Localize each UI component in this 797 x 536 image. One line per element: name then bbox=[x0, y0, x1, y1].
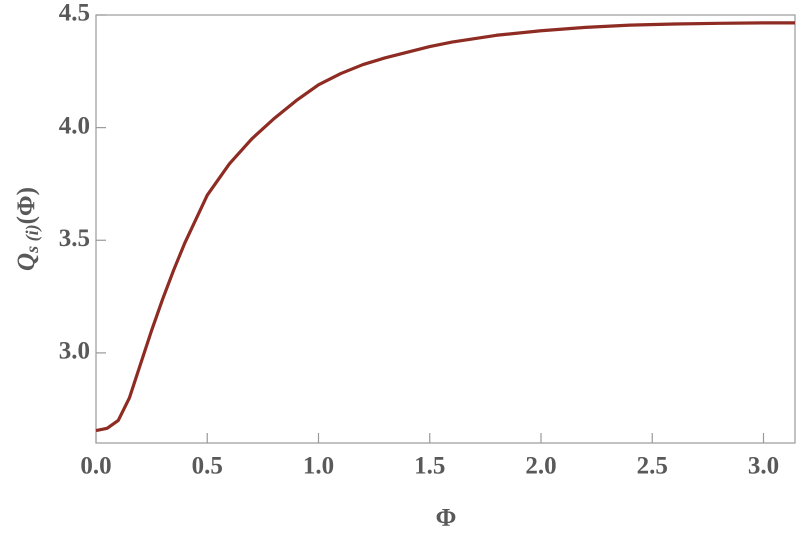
x-tick-label: 2.0 bbox=[525, 453, 556, 480]
x-tick-label: 0.0 bbox=[80, 453, 111, 480]
data-line bbox=[95, 21, 795, 433]
y-label-main: Q bbox=[13, 253, 40, 271]
x-tick-label: 1.0 bbox=[303, 453, 334, 480]
y-tick-label: 4.5 bbox=[59, 0, 90, 27]
y-axis-label: Qs (i)(Φ) bbox=[13, 187, 43, 271]
x-tick-label: 1.5 bbox=[414, 453, 445, 480]
x-tick-label: 3.0 bbox=[748, 453, 779, 480]
y-label-arg: (Φ) bbox=[13, 187, 40, 224]
x-tick-label: 2.5 bbox=[637, 453, 668, 480]
y-tick-label: 3.5 bbox=[59, 225, 90, 252]
y-tick-label: 3.0 bbox=[59, 338, 90, 365]
y-label-subscript: s (i) bbox=[22, 224, 43, 254]
x-axis-label: Φ bbox=[436, 505, 457, 532]
y-tick-label: 4.0 bbox=[59, 112, 90, 139]
plot-frame bbox=[95, 14, 796, 444]
x-tick-label: 0.5 bbox=[192, 453, 223, 480]
